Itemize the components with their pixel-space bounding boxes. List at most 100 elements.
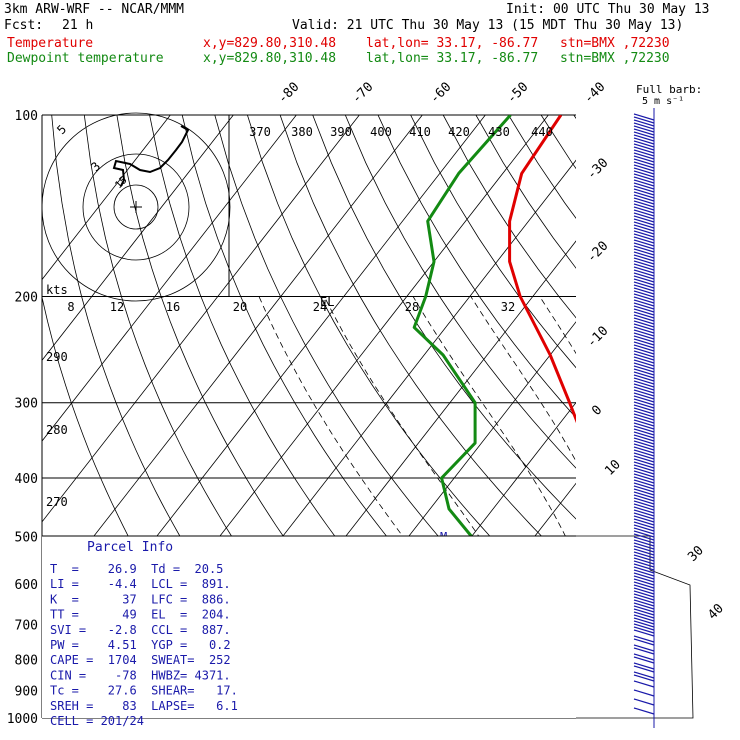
isotherm-label: -50 xyxy=(504,80,531,107)
forecast-label: Fcst: xyxy=(4,18,44,33)
wind-barb xyxy=(633,191,655,199)
wind-barb xyxy=(633,326,655,334)
isotherm-label: -70 xyxy=(349,80,376,107)
wind-barb xyxy=(633,386,655,394)
wind-barb xyxy=(633,515,655,523)
wind-barb xyxy=(633,530,655,538)
wind-barb xyxy=(633,377,655,385)
wind-barb xyxy=(633,506,655,514)
isotherm-line xyxy=(42,115,297,442)
wind-barb xyxy=(633,281,655,289)
isotherm-label: 0 xyxy=(589,403,605,419)
wind-barb xyxy=(633,509,655,517)
hodograph-speed-label: 20 xyxy=(233,300,247,314)
valid-time: Valid: 21 UTC Thu 30 May 13 (15 MDT Thu … xyxy=(292,18,684,33)
wind-barb xyxy=(633,194,655,202)
parcel-info-row: CAPE = 1704 SWEAT= 252 xyxy=(50,653,231,667)
temperature-xy: x,y=829.80,310.48 xyxy=(203,36,337,51)
pressure-tick-label: 1000 xyxy=(7,712,38,727)
wind-barb xyxy=(633,464,655,472)
wind-barb xyxy=(633,665,655,673)
wind-barb xyxy=(633,245,655,253)
wind-barb xyxy=(633,224,655,232)
wind-barb xyxy=(633,356,655,364)
wind-barb xyxy=(633,449,655,457)
temperature-legend-label: Temperature xyxy=(7,36,94,51)
wind-barb xyxy=(633,137,655,145)
wind-barb xyxy=(633,239,655,247)
wind-barb xyxy=(633,419,655,427)
hodograph-speed-label: 8 xyxy=(67,300,74,314)
wind-barb xyxy=(633,458,655,466)
temperature-latlon: lat,lon= 33.17, -86.77 xyxy=(366,36,539,51)
wind-barb xyxy=(633,599,655,607)
wind-barb xyxy=(633,536,655,544)
wind-barb xyxy=(633,119,655,127)
isotherm-line xyxy=(42,115,360,523)
hodograph-speed-label: 12 xyxy=(110,300,124,314)
pressure-tick-label: 200 xyxy=(15,291,38,306)
wind-barb xyxy=(633,563,655,571)
wind-barb xyxy=(633,236,655,244)
wind-barb xyxy=(633,146,655,154)
isotherm-line xyxy=(708,115,740,718)
wind-barb xyxy=(633,374,655,382)
dry-adiabat-line xyxy=(606,115,740,718)
dry-adiabat-line xyxy=(410,115,576,369)
wind-barb xyxy=(633,128,655,136)
wind-barb xyxy=(633,368,655,376)
isotherm-label: -60 xyxy=(427,80,454,107)
wind-barb xyxy=(633,164,655,172)
mixing-ratio-line xyxy=(585,584,643,718)
wind-barb xyxy=(633,410,655,418)
wind-barb xyxy=(633,707,655,715)
wind-barb xyxy=(633,302,655,310)
wind-barb xyxy=(633,551,655,559)
wind-barb xyxy=(633,437,655,445)
dry-adiabat-line xyxy=(344,115,576,469)
wind-barb xyxy=(633,521,655,529)
wind-barb xyxy=(633,296,655,304)
wind-barb xyxy=(633,431,655,439)
wind-barb xyxy=(633,116,655,124)
wind-barb xyxy=(633,512,655,520)
dry-adiabat-line xyxy=(704,115,740,718)
wind-barb xyxy=(633,518,655,526)
hodograph-ring-label: 15 xyxy=(113,175,129,191)
wind-barb xyxy=(633,308,655,316)
pressure-tick-label: 700 xyxy=(15,619,38,634)
wind-barb xyxy=(633,422,655,430)
wind-barb xyxy=(633,251,655,259)
isotherm-label: 40 xyxy=(705,601,727,623)
wind-barb xyxy=(633,533,655,541)
wind-barb xyxy=(633,218,655,226)
wind-barb xyxy=(633,476,655,484)
adiabat-side-label: 270 xyxy=(46,495,68,509)
theta-label: 370 xyxy=(249,125,271,139)
wind-barb xyxy=(633,689,655,697)
wind-barb xyxy=(633,125,655,133)
wind-barb xyxy=(633,539,655,547)
isotherm-label: -30 xyxy=(584,156,611,183)
pressure-tick-label: 400 xyxy=(15,472,38,487)
wind-barb xyxy=(633,227,655,235)
wind-barb xyxy=(633,371,655,379)
moist-adiabat-line xyxy=(412,296,576,560)
wind-barb xyxy=(633,263,655,271)
wind-barb xyxy=(633,446,655,454)
parcel-info-row: SREH = 83 LAPSE= 6.1 xyxy=(50,699,238,713)
wind-barb xyxy=(633,278,655,286)
wind-barb xyxy=(633,635,655,643)
wind-barb xyxy=(633,209,655,217)
wind-barb xyxy=(633,413,655,421)
wind-barb xyxy=(633,167,655,175)
wind-barb xyxy=(633,359,655,367)
wind-barb xyxy=(633,299,655,307)
wind-barb xyxy=(633,638,655,646)
wind-barb xyxy=(633,275,655,283)
wind-barb xyxy=(633,155,655,163)
hodograph-ring-label: 3 xyxy=(88,159,103,174)
forecast-hour: 21 h xyxy=(62,18,94,33)
dry-adiabat-line xyxy=(377,115,576,419)
